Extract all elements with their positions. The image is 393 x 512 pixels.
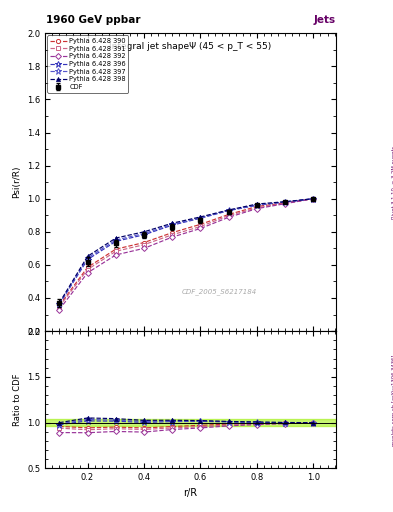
Pythia 6.428 391 [255, 205, 259, 211]
Pythia 6.428 392 [283, 201, 288, 207]
Pythia 6.428 396 [57, 301, 62, 307]
Pythia 6.428 391 [170, 232, 174, 238]
Line: Pythia 6.428 397: Pythia 6.428 397 [56, 196, 316, 307]
Pythia 6.428 392 [255, 205, 259, 211]
Pythia 6.428 392 [198, 225, 203, 231]
Text: CDF_2005_S6217184: CDF_2005_S6217184 [182, 289, 257, 295]
Pythia 6.428 398 [255, 201, 259, 207]
Pythia 6.428 398 [226, 207, 231, 213]
Text: 1960 GeV ppbar: 1960 GeV ppbar [46, 15, 141, 26]
Pythia 6.428 396 [311, 196, 316, 202]
Pythia 6.428 390 [85, 264, 90, 270]
Pythia 6.428 390 [170, 229, 174, 236]
Pythia 6.428 397 [283, 199, 288, 205]
Pythia 6.428 392 [57, 307, 62, 313]
Pythia 6.428 398 [283, 199, 288, 205]
Pythia 6.428 392 [114, 252, 118, 258]
Y-axis label: Ratio to CDF: Ratio to CDF [13, 374, 22, 426]
Pythia 6.428 391 [141, 242, 146, 248]
Pythia 6.428 396 [170, 222, 174, 228]
Pythia 6.428 397 [198, 215, 203, 221]
Line: Pythia 6.428 391: Pythia 6.428 391 [57, 197, 316, 309]
Pythia 6.428 390 [283, 200, 288, 206]
Pythia 6.428 396 [114, 238, 118, 244]
Pythia 6.428 397 [255, 202, 259, 208]
Pythia 6.428 392 [311, 196, 316, 202]
Line: Pythia 6.428 398: Pythia 6.428 398 [57, 197, 316, 305]
Pythia 6.428 397 [85, 255, 90, 261]
X-axis label: r/R: r/R [184, 488, 198, 498]
Pythia 6.428 398 [85, 253, 90, 260]
Legend: Pythia 6.428 390, Pythia 6.428 391, Pythia 6.428 392, Pythia 6.428 396, Pythia 6: Pythia 6.428 390, Pythia 6.428 391, Pyth… [47, 35, 129, 93]
Line: Pythia 6.428 396: Pythia 6.428 396 [56, 196, 316, 307]
Pythia 6.428 397 [114, 237, 118, 243]
Pythia 6.428 390 [141, 240, 146, 246]
Pythia 6.428 396 [85, 257, 90, 263]
Pythia 6.428 398 [57, 300, 62, 306]
Pythia 6.428 392 [141, 245, 146, 251]
Pythia 6.428 398 [114, 235, 118, 241]
Pythia 6.428 391 [226, 212, 231, 219]
Text: mcplots.cern.ch [arXiv:1306.3436]: mcplots.cern.ch [arXiv:1306.3436] [392, 354, 393, 445]
Pythia 6.428 391 [311, 196, 316, 202]
Pythia 6.428 396 [283, 199, 288, 205]
Pythia 6.428 397 [141, 230, 146, 237]
Pythia 6.428 390 [255, 203, 259, 209]
Text: Integral jet shapeΨ (45 < p_T < 55): Integral jet shapeΨ (45 < p_T < 55) [110, 42, 272, 51]
Pythia 6.428 391 [198, 223, 203, 229]
Pythia 6.428 398 [198, 214, 203, 220]
Line: Pythia 6.428 390: Pythia 6.428 390 [57, 197, 316, 308]
Pythia 6.428 391 [283, 200, 288, 206]
Pythia 6.428 390 [57, 302, 62, 308]
Text: Jets: Jets [314, 15, 336, 26]
Pythia 6.428 391 [57, 304, 62, 310]
Pythia 6.428 391 [114, 248, 118, 254]
Pythia 6.428 392 [85, 270, 90, 276]
Pythia 6.428 398 [311, 196, 316, 202]
Pythia 6.428 397 [311, 196, 316, 202]
Pythia 6.428 392 [226, 214, 231, 220]
Pythia 6.428 390 [114, 246, 118, 252]
Pythia 6.428 391 [85, 266, 90, 272]
Pythia 6.428 398 [170, 220, 174, 226]
Line: Pythia 6.428 392: Pythia 6.428 392 [57, 197, 316, 312]
Text: Rivet 3.1.10, ≥ 3.2M events: Rivet 3.1.10, ≥ 3.2M events [392, 145, 393, 219]
Pythia 6.428 390 [198, 221, 203, 227]
Pythia 6.428 398 [141, 229, 146, 235]
Pythia 6.428 396 [226, 207, 231, 214]
Pythia 6.428 390 [311, 196, 316, 202]
Pythia 6.428 396 [141, 232, 146, 238]
Pythia 6.428 397 [170, 221, 174, 227]
Pythia 6.428 397 [57, 301, 62, 307]
Pythia 6.428 396 [198, 215, 203, 221]
Pythia 6.428 390 [226, 211, 231, 218]
Pythia 6.428 396 [255, 202, 259, 208]
Y-axis label: Psi(r/R): Psi(r/R) [13, 166, 22, 199]
Pythia 6.428 392 [170, 234, 174, 240]
Pythia 6.428 397 [226, 207, 231, 214]
